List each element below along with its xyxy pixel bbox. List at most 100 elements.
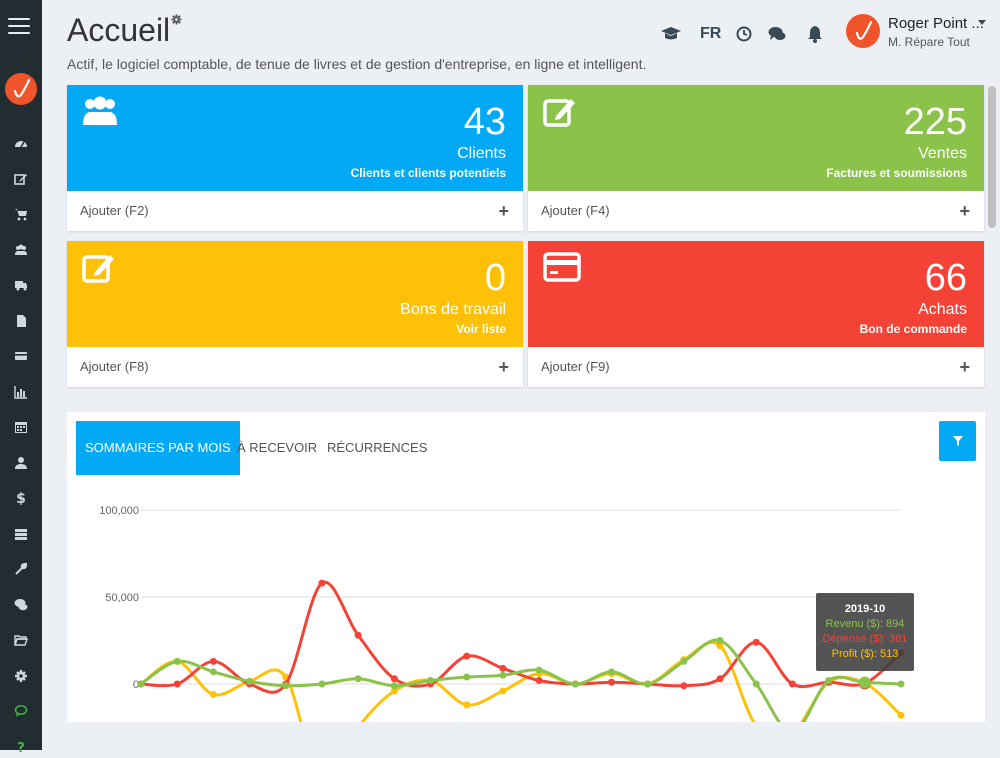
tab-recurrences[interactable]: RÉCURRENCES [327,440,428,455]
card-sublabel: Clients et clients potentiels [350,166,506,180]
data-point [752,638,760,646]
add-link[interactable]: Ajouter (F2) [80,203,149,218]
plus-icon[interactable]: + [498,357,509,377]
data-point [535,666,543,674]
dashboard-icon[interactable] [0,132,42,154]
gear-icon[interactable] [171,12,182,30]
tooltip-title: 2019-10 [844,603,886,615]
plus-icon[interactable]: + [959,201,970,221]
data-point [858,676,871,689]
dollar-icon[interactable]: $ [0,487,42,509]
card-add-row[interactable]: Ajouter (F8) + [67,347,523,387]
filter-icon [952,436,963,446]
comments-icon[interactable] [768,24,786,44]
data-point [137,680,145,688]
page-title: Accueil [67,12,171,48]
clock-icon[interactable] [736,24,752,44]
tab-monthly-summaries[interactable]: SOMMAIRES PAR MOIS [76,421,240,475]
filter-button[interactable] [939,421,976,461]
folder-open-icon[interactable] [0,629,42,651]
credit-card-icon [543,251,581,288]
card-sublabel: Factures et soumissions [826,166,967,180]
avatar[interactable] [846,14,880,48]
gear-icon[interactable] [0,665,42,687]
card-header[interactable]: 225 Ventes Factures et soumissions [528,85,984,191]
y-tick-label: 100,000 [99,505,139,517]
summary-panel: SOMMAIRES PAR MOIS À RECEVOIR RÉCURRENCE… [67,412,985,722]
user-name[interactable]: Roger Point ... [888,15,984,32]
card-add-row[interactable]: Ajouter (F9) + [528,347,984,387]
plus-icon[interactable]: + [498,201,509,221]
data-point [282,682,290,690]
data-point [607,668,615,676]
comments-icon[interactable] [0,594,42,616]
calendar-icon[interactable] [0,416,42,438]
data-point [752,680,760,688]
data-point [427,677,435,685]
wrench-icon[interactable] [0,558,42,580]
card-sales: 225 Ventes Factures et soumissions Ajouter … [528,85,984,231]
page-subtitle: Actif, le logiciel comptable, de tenue d… [67,56,647,72]
page-header: Accueil Actif, le logiciel comptable, de… [42,0,1000,82]
card-count: 66 [924,257,967,299]
y-tick-label: 0 [133,679,139,691]
series-line-0 [140,638,902,722]
data-point [390,687,398,695]
users-icon [82,95,118,134]
language-selector[interactable]: FR [700,25,722,42]
data-point [390,675,398,683]
add-link[interactable]: Ajouter (F9) [541,359,610,374]
data-point [499,664,507,672]
edit-icon [543,95,577,134]
file-icon[interactable] [0,310,42,332]
data-point [716,637,724,644]
chevron-down-icon[interactable] [978,20,986,25]
data-point [173,680,181,688]
scrollbar[interactable] [988,86,996,228]
card-add-row[interactable]: Ajouter (F4) + [528,191,984,231]
sidebar: $? [0,0,42,754]
card-header[interactable]: 66 Achats Bon de commande [528,241,984,347]
credit-card-icon[interactable] [0,345,42,367]
data-point [680,657,688,665]
data-point [716,642,724,650]
truck-icon[interactable] [0,274,42,296]
add-link[interactable]: Ajouter (F8) [80,359,149,374]
plus-icon[interactable]: + [959,357,970,377]
card-label: Clients [457,145,506,162]
edit-icon[interactable] [0,168,42,190]
data-point [463,652,471,660]
card-sublabel: Voir liste [456,322,506,336]
card-purchases: 66 Achats Bon de commande Ajouter (F9) + [528,241,984,387]
data-point [209,690,217,698]
bell-icon[interactable] [807,24,823,44]
menu-toggle-icon[interactable] [8,18,30,39]
add-link[interactable]: Ajouter (F4) [541,203,610,218]
server-icon[interactable] [0,523,42,545]
app-logo[interactable] [5,73,37,105]
user-icon[interactable] [0,452,42,474]
data-point [463,673,471,681]
comment-icon[interactable] [0,700,42,722]
card-header[interactable]: 0 Bons de travail Voir liste [67,241,523,347]
data-point [209,668,217,676]
data-point [499,687,507,695]
help-icon[interactable]: ? [0,736,42,758]
data-point [354,675,362,683]
line-chart: 100,000 50,000 0 [99,505,905,722]
data-point [354,631,362,639]
bar-chart-icon[interactable] [0,381,42,403]
chart-tooltip: 2019-10 Revenu ($): 894 Dépense ($): 381… [816,593,914,671]
users-icon[interactable] [0,239,42,261]
tab-receivables[interactable]: À RECEVOIR [237,440,318,455]
card-label: Bons de travail [400,301,506,318]
card-header[interactable]: 43 Clients Clients et clients potentiels [67,85,523,191]
data-point [209,657,217,665]
data-point [607,678,615,686]
data-point [716,675,724,683]
graduation-cap-icon[interactable] [660,24,682,44]
cart-icon[interactable] [0,203,42,225]
tooltip-revenue: Revenu ($): 894 [825,618,905,630]
card-add-row[interactable]: Ajouter (F2) + [67,191,523,231]
data-point [173,657,181,665]
